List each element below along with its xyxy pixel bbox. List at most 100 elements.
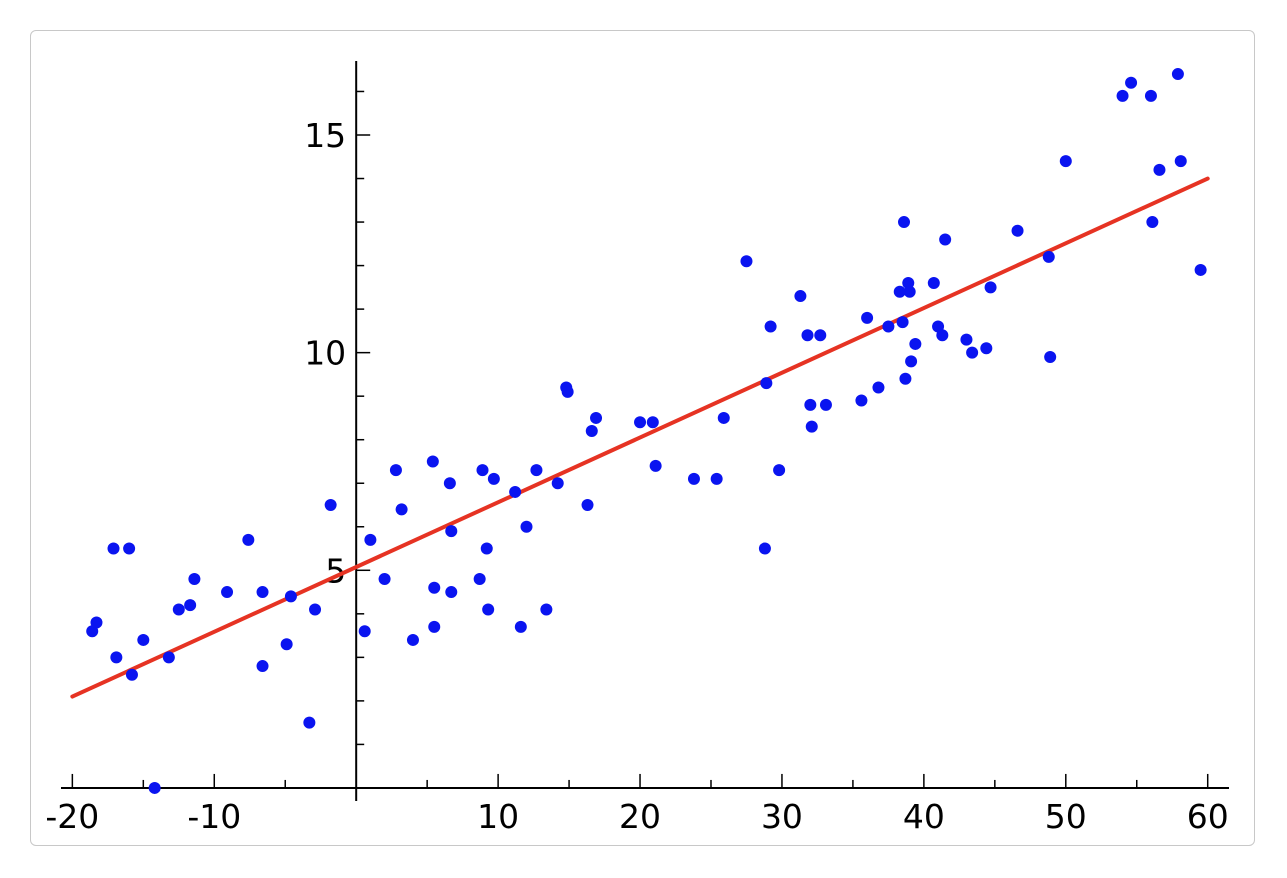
data-point (1042, 250, 1055, 263)
data-point (585, 425, 598, 437)
x-tick-label: -10 (187, 797, 241, 836)
regression-line (70, 176, 1210, 699)
data-point (717, 411, 730, 424)
data-point (1011, 224, 1024, 237)
data-point (540, 603, 553, 616)
y-tick-label: 5 (325, 551, 346, 590)
axes: -20 -10 10 20 30 40 50 60 5 10 15 (45, 61, 1229, 836)
data-point (324, 499, 337, 511)
data-point (1116, 89, 1129, 102)
data-point (740, 255, 753, 268)
data-point (960, 333, 973, 346)
data-point (966, 346, 979, 359)
data-point (125, 668, 138, 681)
data-point (805, 420, 818, 433)
data-point (445, 586, 458, 599)
data-point (137, 633, 150, 646)
x-tick-label: 20 (619, 797, 661, 836)
data-point (184, 599, 197, 612)
data-point (406, 633, 419, 646)
data-point (905, 355, 918, 368)
data-point (1153, 163, 1166, 176)
data-point (242, 533, 255, 546)
data-point (395, 503, 408, 516)
data-point (773, 464, 786, 477)
x-tick-label: 10 (477, 797, 519, 836)
x-tick-label: 50 (1045, 797, 1087, 836)
x-tick-label: -20 (45, 797, 99, 836)
x-tick-label: 30 (761, 797, 803, 836)
x-tick-label: 40 (903, 797, 945, 836)
data-point (893, 285, 906, 298)
data-point (1174, 155, 1187, 168)
data-point (148, 781, 161, 794)
data-point (514, 620, 527, 633)
data-point (443, 477, 456, 490)
data-point (927, 277, 940, 289)
scatter-plot: -20 -10 10 20 30 40 50 60 5 10 15 (45, 61, 1229, 836)
data-point (256, 586, 269, 599)
data-point (280, 638, 293, 651)
data-point (309, 603, 322, 616)
data-point (1194, 263, 1207, 276)
data-point (861, 311, 874, 324)
chart-frame: -20 -10 10 20 30 40 50 60 5 10 15 (30, 30, 1255, 846)
data-point (520, 520, 533, 533)
data-point (509, 485, 522, 498)
data-point (364, 533, 377, 546)
data-point (530, 464, 543, 477)
data-point (804, 398, 817, 411)
data-point (426, 455, 439, 468)
data-point (649, 459, 662, 472)
data-points (86, 68, 1207, 794)
data-point (162, 651, 175, 664)
data-point (590, 411, 603, 424)
data-point (1044, 351, 1057, 363)
data-point (551, 477, 564, 490)
y-tick-label: 10 (304, 334, 346, 373)
data-point (90, 616, 103, 629)
data-point (1125, 76, 1138, 89)
data-point (303, 716, 316, 729)
data-point (980, 342, 993, 355)
data-point (428, 581, 441, 594)
data-point (1171, 68, 1184, 81)
data-point (882, 320, 895, 333)
data-point (760, 377, 773, 390)
data-point (172, 603, 185, 616)
data-point (758, 542, 771, 555)
data-point (903, 285, 916, 298)
data-point (428, 620, 441, 633)
data-point (710, 472, 723, 485)
data-point (480, 542, 493, 555)
data-point (476, 464, 489, 477)
data-point (107, 542, 120, 555)
data-point (794, 290, 807, 303)
y-tick-label: 15 (304, 116, 346, 155)
data-point (389, 464, 402, 477)
data-point (1059, 155, 1072, 168)
data-point (221, 586, 234, 599)
data-point (188, 573, 201, 585)
data-point (764, 320, 777, 333)
data-point (378, 573, 391, 585)
data-point (872, 381, 885, 394)
data-point (123, 542, 136, 555)
data-point (634, 416, 647, 429)
data-point (899, 372, 912, 385)
data-point (487, 472, 500, 485)
data-point (445, 525, 458, 538)
data-point (358, 625, 371, 638)
data-point (561, 385, 574, 398)
data-point (687, 472, 700, 485)
data-point (898, 216, 911, 229)
data-point (256, 660, 269, 673)
data-point (473, 573, 486, 585)
data-point (896, 316, 909, 329)
data-point (801, 329, 814, 342)
data-point (110, 651, 123, 664)
data-point (482, 603, 495, 616)
data-point (284, 590, 297, 603)
regression-line-layer (70, 176, 1210, 699)
data-point (1146, 216, 1159, 229)
